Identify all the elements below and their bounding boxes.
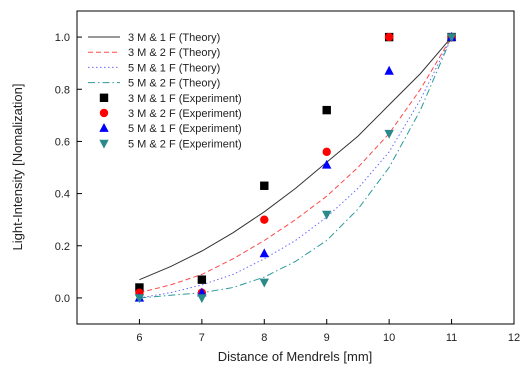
data-point-series-6 bbox=[322, 159, 332, 169]
x-tick-label: 10 bbox=[383, 332, 395, 344]
data-point-series-6 bbox=[197, 287, 207, 297]
legend-label: 3 M & 1 F (Experiment) bbox=[128, 93, 242, 105]
data-point-series-7 bbox=[197, 294, 207, 304]
legend-label: 3 M & 2 F (Theory) bbox=[128, 47, 220, 59]
legend-marker-swatch bbox=[99, 93, 109, 102]
data-point-series-7 bbox=[446, 33, 457, 43]
data-point-series-7 bbox=[134, 294, 145, 304]
data-point-series-4 bbox=[197, 275, 207, 284]
y-tick-label: 0.8 bbox=[55, 84, 70, 96]
data-point-series-4 bbox=[260, 181, 269, 190]
y-axis: 0.0 0.2 0.4 0.6 0.8 1.0 bbox=[55, 32, 82, 305]
data-point-series-5 bbox=[322, 147, 331, 157]
data-point-series-5 bbox=[384, 32, 394, 42]
plot-frame bbox=[76, 10, 515, 325]
experiment-points bbox=[134, 31, 457, 304]
x-tick-label: 6 bbox=[136, 332, 142, 344]
data-point-series-7 bbox=[322, 210, 332, 220]
y-tick-label: 0.0 bbox=[55, 293, 70, 305]
y-axis-title: Light-Intensity [Nomalization] bbox=[10, 84, 25, 251]
x-tick-label: 7 bbox=[199, 332, 205, 344]
y-tick-label: 1.0 bbox=[55, 32, 70, 44]
legend-label: 5 M & 2 F (Theory) bbox=[128, 78, 220, 90]
legend: 3 M & 1 F (Theory) 3 M & 2 F (Theory) 5 M … bbox=[88, 32, 242, 150]
legend-label: 3 M & 1 F (Theory) bbox=[128, 32, 220, 44]
theory-line-2 bbox=[139, 36, 453, 299]
data-point-series-7 bbox=[259, 278, 269, 288]
legend-marker-swatch bbox=[99, 123, 109, 132]
theory-lines bbox=[139, 36, 453, 299]
x-tick-label: 8 bbox=[261, 332, 267, 344]
theory-line-1 bbox=[139, 36, 453, 294]
theory-line-3 bbox=[139, 36, 453, 299]
legend-label: 5 M & 1 F (Theory) bbox=[128, 62, 220, 74]
legend-label: 5 M & 1 F (Experiment) bbox=[128, 123, 242, 135]
y-tick-label: 0.2 bbox=[55, 241, 70, 253]
y-tick-label: 0.6 bbox=[55, 136, 70, 148]
x-tick-label: 11 bbox=[446, 332, 457, 344]
x-tick-label: 12 bbox=[508, 332, 520, 344]
theory-line-0 bbox=[139, 36, 452, 281]
legend-label: 3 M & 2 F (Experiment) bbox=[128, 108, 242, 120]
legend-label: 5 M & 2 F (Experiment) bbox=[128, 138, 242, 150]
x-axis: 6 7 8 9 10 11 12 bbox=[136, 319, 520, 344]
data-point-series-6 bbox=[259, 248, 269, 258]
legend-marker-swatch bbox=[99, 139, 109, 149]
data-point-series-4 bbox=[322, 105, 331, 115]
legend-marker-swatch bbox=[99, 108, 109, 118]
x-tick-label: 9 bbox=[324, 332, 330, 344]
x-axis-title: Distance of Mendrels [mm] bbox=[218, 349, 373, 364]
y-tick-label: 0.4 bbox=[55, 189, 70, 201]
data-point-series-6 bbox=[384, 65, 394, 75]
data-point-series-7 bbox=[384, 129, 394, 139]
data-point-series-5 bbox=[260, 215, 269, 224]
data-point-series-4 bbox=[135, 283, 144, 292]
